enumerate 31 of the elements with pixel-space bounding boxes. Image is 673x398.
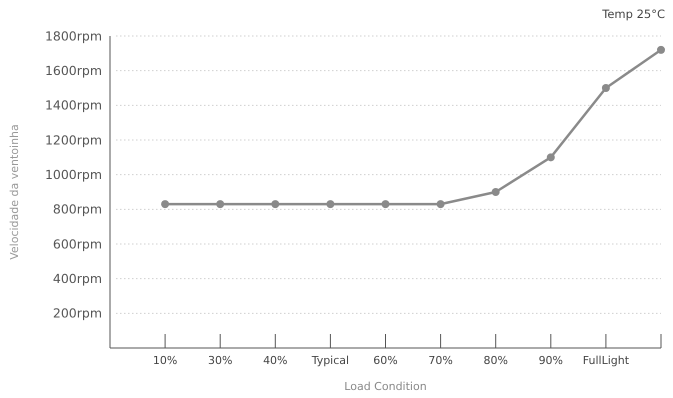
point	[216, 200, 224, 208]
x-tick-label: 70%	[428, 354, 453, 367]
y-tick-label: 1200rpm	[44, 132, 102, 148]
x-tick-label: Typical	[310, 354, 350, 367]
text: Temp 25°C	[601, 7, 665, 21]
x-tick-label: FullLight	[582, 354, 630, 367]
point	[657, 46, 665, 54]
y-tick-label: 200rpm	[52, 306, 102, 321]
point	[492, 188, 500, 196]
x-tick-label: 60%	[373, 354, 398, 367]
x-tick-label: 30%	[208, 354, 232, 367]
y-tick-label: 1400rpm	[44, 98, 102, 113]
point	[161, 200, 170, 208]
y-tick-label: 1800rpm	[44, 28, 102, 44]
y-tick-label: 600rpm	[52, 236, 102, 252]
point	[602, 84, 610, 92]
point	[382, 200, 390, 208]
y-tick-label: 1600rpm	[44, 63, 102, 78]
x-tick-label: 90%	[538, 354, 564, 367]
point	[271, 200, 280, 208]
x-axis-title: Load Condition	[344, 380, 427, 393]
point	[436, 200, 445, 208]
y-axis-title: Velocidade da ventoinha	[8, 124, 21, 260]
y-tick-label: 400rpm	[52, 271, 102, 286]
y-tick-label: 1000rpm	[44, 167, 102, 182]
x-tick-label: 10%	[152, 354, 178, 367]
y-tick-label: 800rpm	[52, 202, 102, 217]
x-tick-label: 80%	[483, 354, 508, 367]
point	[546, 153, 555, 162]
point	[326, 200, 334, 208]
x-tick-label: 40%	[263, 354, 288, 367]
